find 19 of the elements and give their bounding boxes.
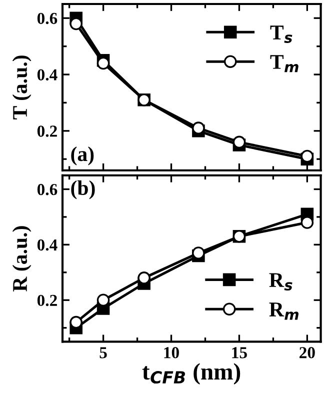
x-tick-label: 10 xyxy=(164,347,179,358)
legend-label: T$_{m}$ xyxy=(270,55,298,72)
legend-label: R$_{m}$ xyxy=(269,302,298,320)
x-tick-label: 5 xyxy=(100,347,107,358)
x-axis-title: t$_{CFB}$ (nm) xyxy=(142,363,240,384)
y-tick-label: 0.2 xyxy=(37,126,57,137)
y-tick-label: 0.2 xyxy=(37,294,57,306)
y-tick-label: 0.6 xyxy=(37,12,58,24)
annotation: (a) xyxy=(71,146,94,166)
y-axis-title: T (a.u.) xyxy=(12,56,32,120)
x-tick-label: 15 xyxy=(232,347,247,358)
y-tick-label: 0.6 xyxy=(37,184,58,196)
y-tick-label: 0.4 xyxy=(37,239,58,251)
y-tick-label: 0.4 xyxy=(37,69,58,81)
annotation: (b) xyxy=(71,180,95,200)
x-tick-label: 20 xyxy=(300,347,315,358)
legend-label: T$_{s}$ xyxy=(270,26,292,43)
legend-label: R$_{s}$ xyxy=(269,273,292,291)
y-axis-title: R (a.u.) xyxy=(12,226,32,292)
